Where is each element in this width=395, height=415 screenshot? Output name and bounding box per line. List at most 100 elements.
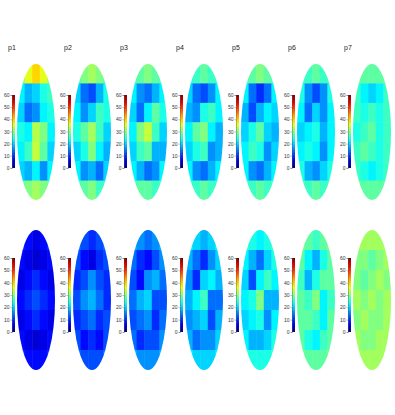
heat-cell [208,350,216,371]
panel-title: p6 [288,44,296,52]
colorbar-axis: 0102030405060 [340,255,349,335]
tick-label: 10 [116,317,122,323]
heat-cell [129,270,137,291]
tick-mark [11,132,13,133]
colorbar-domain [347,259,349,333]
heat-cell [312,181,320,201]
tick-label: 60 [4,92,10,98]
tick-label: 20 [228,304,234,310]
tick-label: 10 [60,317,66,323]
tick-label: 30 [172,129,178,135]
tick: 0 [63,165,68,171]
tick-mark [235,332,237,333]
heat-cell [193,142,201,162]
tick-label: 40 [228,280,234,286]
tick: 10 [340,153,348,159]
tick-mark [179,132,181,133]
tick: 20 [4,141,12,147]
tick: 20 [172,304,180,310]
colorbar-domain [235,96,237,169]
heat-cell [185,64,193,84]
heat-cell [368,330,376,351]
heat-cell [208,310,216,331]
heat-cell [241,350,249,371]
heat-cell [73,161,81,181]
tick-label: 30 [172,292,178,298]
heat-cell [383,350,391,371]
cells [129,64,168,201]
tick: 10 [228,317,236,323]
tick-mark [123,332,125,333]
heat-cell [32,83,40,103]
tick-mark [179,119,181,120]
heat-cell [361,161,369,181]
tick-label: 60 [116,255,122,261]
tick-label: 20 [4,141,10,147]
tick: 60 [116,255,124,261]
heat-cell [241,103,249,123]
heat-cell [320,103,328,123]
heat-cell [159,161,167,181]
heat-cell [208,103,216,123]
tick-label: 50 [228,267,234,273]
heat-cell [193,350,201,371]
tick-mark [123,132,125,133]
heat-cell [305,161,313,181]
tick-mark [291,307,293,308]
tick-mark [235,95,237,96]
heat-cell [159,103,167,123]
heat-cell [208,142,216,162]
tick: 60 [340,92,348,98]
heat-cell [215,122,223,142]
panel-title: p3 [120,44,128,52]
heat-cell [376,83,384,103]
tick-label: 30 [228,292,234,298]
colorbar-axis: 0102030405060 [228,255,237,335]
heat-cell [256,103,264,123]
heat-cell [103,181,111,201]
tick: 20 [340,141,348,147]
heat-cell [17,64,25,84]
heat-cell [47,270,55,291]
heat-cell [32,230,40,251]
tick: 0 [7,165,12,171]
tick: 30 [116,292,124,298]
tick-mark [291,320,293,321]
heat-cell [144,142,152,162]
heat-cell [208,181,216,201]
heat-cell [297,83,305,103]
heat-cell [256,161,264,181]
heat-cell [249,310,257,331]
tick: 60 [228,92,236,98]
heat-cell [25,330,33,351]
heat-cell [40,142,48,162]
tick-mark [123,258,125,259]
heat-cell [144,181,152,201]
heat-cell [249,161,257,181]
heat-cell [361,330,369,351]
tick: 30 [284,129,292,135]
heat-cell [193,83,201,103]
heat-cell [376,230,384,251]
tick-mark [347,144,349,145]
heat-cell [271,122,279,142]
tick: 0 [63,329,68,335]
tick: 0 [343,329,348,335]
tick: 30 [284,292,292,298]
heat-cell [32,310,40,331]
heat-cell [81,181,89,201]
tick-mark [67,307,69,308]
tick: 10 [60,153,68,159]
tick-label: 0 [119,329,122,335]
heat-cell [73,103,81,123]
tick-mark [235,270,237,271]
heat-cell [368,250,376,271]
heat-cell [200,64,208,84]
heat-cell [200,103,208,123]
heat-cell [200,310,208,331]
heat-cell [193,310,201,331]
tick-mark [179,270,181,271]
tick: 30 [340,292,348,298]
heat-cell [353,142,361,162]
tick: 60 [60,92,68,98]
